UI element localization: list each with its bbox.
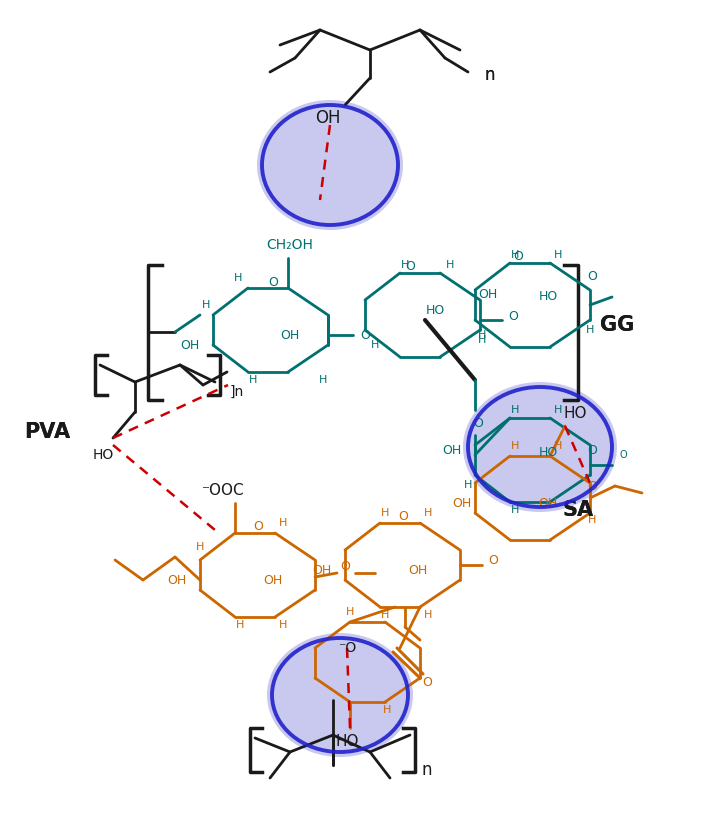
Text: OH: OH	[409, 564, 427, 576]
Text: PVA: PVA	[24, 422, 70, 442]
Text: H: H	[346, 607, 355, 617]
Text: OH: OH	[168, 574, 186, 586]
Text: OH: OH	[453, 496, 471, 510]
Text: H: H	[586, 325, 594, 335]
Text: H: H	[445, 260, 454, 270]
Text: H: H	[464, 480, 472, 490]
Text: HO: HO	[539, 290, 557, 304]
Text: O: O	[405, 260, 415, 274]
Text: H: H	[380, 610, 389, 620]
Text: O: O	[422, 676, 432, 689]
Text: SA: SA	[562, 500, 593, 520]
Text: H: H	[554, 250, 562, 260]
Text: PVA: PVA	[24, 422, 70, 442]
Text: OH: OH	[443, 444, 461, 456]
Text: n: n	[422, 761, 432, 779]
Ellipse shape	[463, 382, 617, 512]
Text: HO: HO	[335, 735, 359, 750]
Text: O: O	[253, 520, 263, 534]
Text: H: H	[510, 250, 519, 260]
Text: O: O	[488, 554, 498, 566]
Text: HO: HO	[539, 445, 557, 459]
Text: OH: OH	[539, 496, 557, 510]
Text: H: H	[319, 375, 327, 385]
Text: OH: OH	[264, 574, 282, 586]
Text: H: H	[371, 340, 379, 350]
Text: H: H	[588, 515, 596, 525]
Text: OH: OH	[316, 109, 341, 127]
Text: O: O	[619, 450, 627, 460]
Text: H: H	[234, 273, 242, 283]
Ellipse shape	[267, 633, 413, 757]
Text: n: n	[484, 66, 495, 84]
Text: HO: HO	[563, 405, 587, 420]
Text: OH: OH	[313, 564, 331, 576]
Text: H: H	[380, 508, 389, 518]
Text: O: O	[587, 480, 597, 493]
Text: O: O	[398, 510, 408, 524]
Text: H: H	[279, 620, 287, 630]
Text: H: H	[401, 260, 409, 270]
Text: O: O	[340, 560, 350, 574]
Text: O: O	[513, 250, 523, 264]
Text: H: H	[554, 441, 562, 451]
Text: H: H	[236, 620, 244, 630]
Text: n: n	[484, 66, 495, 84]
Text: O: O	[473, 416, 483, 430]
Text: H: H	[424, 508, 432, 518]
Text: HO: HO	[92, 448, 113, 462]
Text: GG: GG	[600, 315, 634, 335]
Text: O: O	[268, 275, 278, 289]
Text: OH: OH	[479, 289, 497, 302]
Text: SA: SA	[562, 500, 593, 520]
Text: GG: GG	[600, 315, 634, 335]
Text: H: H	[383, 705, 391, 715]
Text: CH₂OH: CH₂OH	[266, 238, 313, 252]
Text: H: H	[202, 300, 210, 310]
Text: H: H	[554, 405, 562, 415]
Text: OH: OH	[180, 339, 199, 351]
Text: H: H	[249, 375, 257, 385]
Text: O: O	[587, 444, 597, 456]
Text: ]n: ]n	[230, 385, 244, 399]
Text: H: H	[510, 505, 519, 515]
Text: H: H	[478, 335, 486, 345]
Text: O: O	[587, 270, 597, 284]
Text: ⁻OOC: ⁻OOC	[201, 483, 244, 498]
Text: H: H	[424, 610, 432, 620]
Text: HO: HO	[425, 304, 445, 316]
Ellipse shape	[257, 100, 403, 230]
Text: H: H	[196, 542, 204, 552]
Text: H: H	[510, 441, 519, 451]
Text: H: H	[510, 405, 519, 415]
Text: OH: OH	[280, 329, 300, 341]
Text: H: H	[478, 330, 486, 340]
Text: O: O	[508, 310, 518, 324]
Text: ⁻O: ⁻O	[338, 641, 356, 655]
Text: H: H	[279, 518, 287, 528]
Text: O: O	[360, 329, 370, 341]
